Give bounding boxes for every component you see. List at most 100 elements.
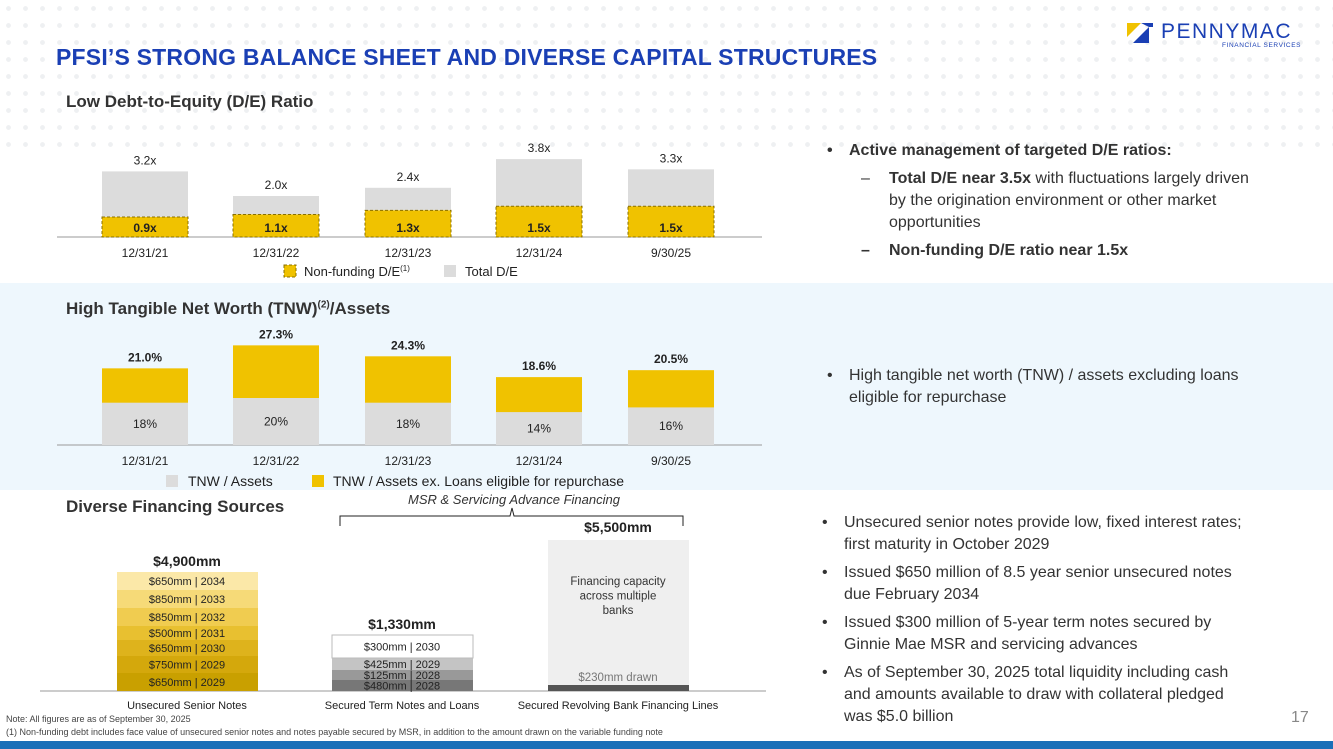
fin-bullet-1-l2: first maturity in October 2029 (844, 536, 1050, 553)
tnw-ex-loans-label: 20.5% (654, 352, 688, 366)
de-total-label: 2.0x (265, 178, 288, 192)
fin-bullet-3-l1: Issued $300 million of 5-year term notes… (844, 614, 1212, 631)
tnw-assets-label: 14% (527, 422, 551, 436)
tnw-heading-tail: /Assets (329, 299, 391, 318)
de-bullet-sub1: Total D/E near 3.5x with fluctuations la… (817, 168, 1317, 234)
unsecured-notes-segment-label: $650mm | 2034 (149, 576, 225, 588)
de-total-label: 3.3x (660, 151, 683, 165)
de-sub1-rest1: with fluctuations largely driven (1030, 170, 1249, 187)
revolver-drawn-label: $230mm drawn (578, 672, 657, 684)
de-nonfunding-bar (495, 205, 583, 238)
secured-term-segment-label: $480mm | 2028 (364, 681, 440, 693)
de-sub1-bold: Total D/E near 3.5x (889, 170, 1031, 187)
tnw-legend-ex-loans-label: TNW / Assets ex. Loans eligible for repu… (333, 473, 624, 489)
tnw-category-label: 9/30/25 (651, 454, 691, 468)
de-total-label: 3.8x (528, 141, 551, 155)
de-legend-total-swatch (444, 265, 456, 277)
fin-bullet-4-l3: was $5.0 billion (844, 708, 954, 725)
bottom-stripe (0, 741, 1333, 749)
unsecured-notes-segment-label: $650mm | 2030 (149, 643, 225, 655)
page-number: 17 (1291, 709, 1309, 726)
tnw-bullet: High tangible net worth (TNW) / assets e… (817, 365, 1317, 409)
de-total-label: 2.4x (397, 170, 420, 184)
de-sub1-rest2: by the origination environment or other … (889, 192, 1217, 209)
tnw-assets-bar (496, 412, 582, 445)
de-ratio-heading: Low Debt-to-Equity (D/E) Ratio (66, 92, 314, 111)
unsecured-notes-segment (117, 673, 258, 691)
fin-bullet-2: Issued $650 million of 8.5 year senior u… (812, 562, 1312, 606)
secured-term-segment (332, 658, 473, 670)
de-legend-total-label: Total D/E (465, 264, 518, 279)
de-nonfunding-label: 1.1x (264, 221, 288, 235)
tnw-bullet-l1: High tangible net worth (TNW) / assets e… (849, 367, 1239, 384)
tnw-assets-label: 18% (133, 417, 157, 431)
tnw-assets-bar (365, 402, 451, 445)
tnw-assets-bar (628, 407, 714, 445)
tnw-assets-bar (102, 402, 188, 445)
unsecured-notes-segment-label: $750mm | 2029 (149, 660, 225, 672)
background-dot-pattern (0, 0, 1333, 150)
tnw-assets-label: 18% (396, 417, 420, 431)
secured-term-category: Secured Term Notes and Loans (325, 700, 480, 712)
pennymac-logo: PENNYMAC FINANCIAL SERVICES (1127, 20, 1317, 52)
unsecured-notes-segment (117, 656, 258, 673)
de-legend-nonfunding-label: Non-funding D/E(1) (304, 264, 410, 279)
fin-bullet-4: As of September 30, 2025 total liquidity… (812, 662, 1312, 728)
de-total-label: 3.2x (134, 153, 157, 167)
tnw-category-label: 12/31/24 (516, 454, 563, 468)
de-nonfunding-label: 0.9x (133, 221, 157, 235)
unsecured-notes-segment (117, 608, 258, 626)
fin-bullet-3-l2: Ginnie Mae MSR and servicing advances (844, 636, 1138, 653)
financing-bullets: Unsecured senior notes provide low, fixe… (812, 512, 1312, 734)
unsecured-notes-segment (117, 590, 258, 608)
tnw-assets-label: 20% (264, 415, 288, 429)
page-title: PFSI’S STRONG BALANCE SHEET AND DIVERSE … (56, 44, 878, 70)
charts-canvas: 0.9x 3.2x 12/31/21 1.1x 2.0x 12/31/22 1.3x 2.4x… (40, 141, 766, 712)
unsecured-notes-segment (117, 572, 258, 590)
fin-bullet-4-l2: and amounts available to draw with colla… (844, 686, 1224, 703)
tnw-category-label: 12/31/22 (253, 454, 300, 468)
logo-wordmark: PENNYMAC (1161, 20, 1293, 43)
unsecured-notes-segment-label: $500mm | 2031 (149, 628, 225, 640)
unsecured-notes-segment (117, 626, 258, 640)
fin-bullet-3: Issued $300 million of 5-year term notes… (812, 612, 1312, 656)
revolver-category: Secured Revolving Bank Financing Lines (518, 700, 719, 712)
tnw-ex-loans-label: 24.3% (391, 338, 425, 352)
de-bullets: Active management of targeted D/E ratios… (817, 140, 1317, 268)
tnw-ex-loans-label: 27.3% (259, 327, 293, 341)
secured-term-segment-label: $300mm | 2030 (364, 642, 440, 654)
fin-bullet-1: Unsecured senior notes provide low, fixe… (812, 512, 1312, 556)
logo-subtitle: FINANCIAL SERVICES (1222, 42, 1302, 49)
fin-bullet-1-l1: Unsecured senior notes provide low, fixe… (844, 514, 1242, 531)
tnw-category-label: 12/31/21 (122, 454, 169, 468)
de-nonfunding-bar (364, 209, 452, 238)
tnw-assets-label: 16% (659, 419, 683, 433)
secured-term-segment (332, 680, 473, 691)
de-category-label: 12/31/22 (253, 246, 300, 260)
fin-bullet-4-l1: As of September 30, 2025 total liquidity… (844, 664, 1229, 681)
de-nonfunding-bar (232, 213, 320, 238)
revolver-capacity-bar (548, 540, 689, 691)
revolver-capacity-label: Financing capacity (570, 576, 665, 588)
secured-term-segment (331, 634, 474, 659)
tnw-heading-text: High Tangible Net Worth (TNW) (66, 299, 318, 318)
fin-bullet-2-l2: due February 2034 (844, 586, 980, 603)
footnote-1: (1) Non-funding debt includes face value… (6, 727, 663, 737)
de-nonfunding-bar (627, 205, 715, 238)
msr-bracket-label: MSR & Servicing Advance Financing (408, 492, 621, 507)
unsecured-notes-category: Unsecured Senior Notes (127, 700, 247, 712)
de-nonfunding-label: 1.5x (527, 221, 551, 235)
de-nonfunding-label: 1.5x (659, 221, 683, 235)
tnw-legend-assets-label: TNW / Assets (188, 473, 273, 489)
tnw-ex-loans-label: 21.0% (128, 350, 162, 364)
de-bullet-main: Active management of targeted D/E ratios… (817, 140, 1317, 162)
footnote-note: Note: All figures are as of September 30… (6, 714, 191, 724)
tnw-bullets: High tangible net worth (TNW) / assets e… (817, 365, 1317, 415)
secured-term-segment-label: $125mm | 2028 (364, 670, 440, 682)
financing-heading: Diverse Financing Sources (66, 497, 285, 516)
tnw-heading-footnote: (2) (317, 299, 330, 311)
de-bullet-sub2: Non-funding D/E ratio near 1.5x (817, 240, 1317, 262)
de-sub1-rest3: opportunities (889, 214, 981, 231)
unsecured-notes-segment-label: $850mm | 2033 (149, 594, 225, 606)
de-nonfunding-label: 1.3x (396, 221, 420, 235)
